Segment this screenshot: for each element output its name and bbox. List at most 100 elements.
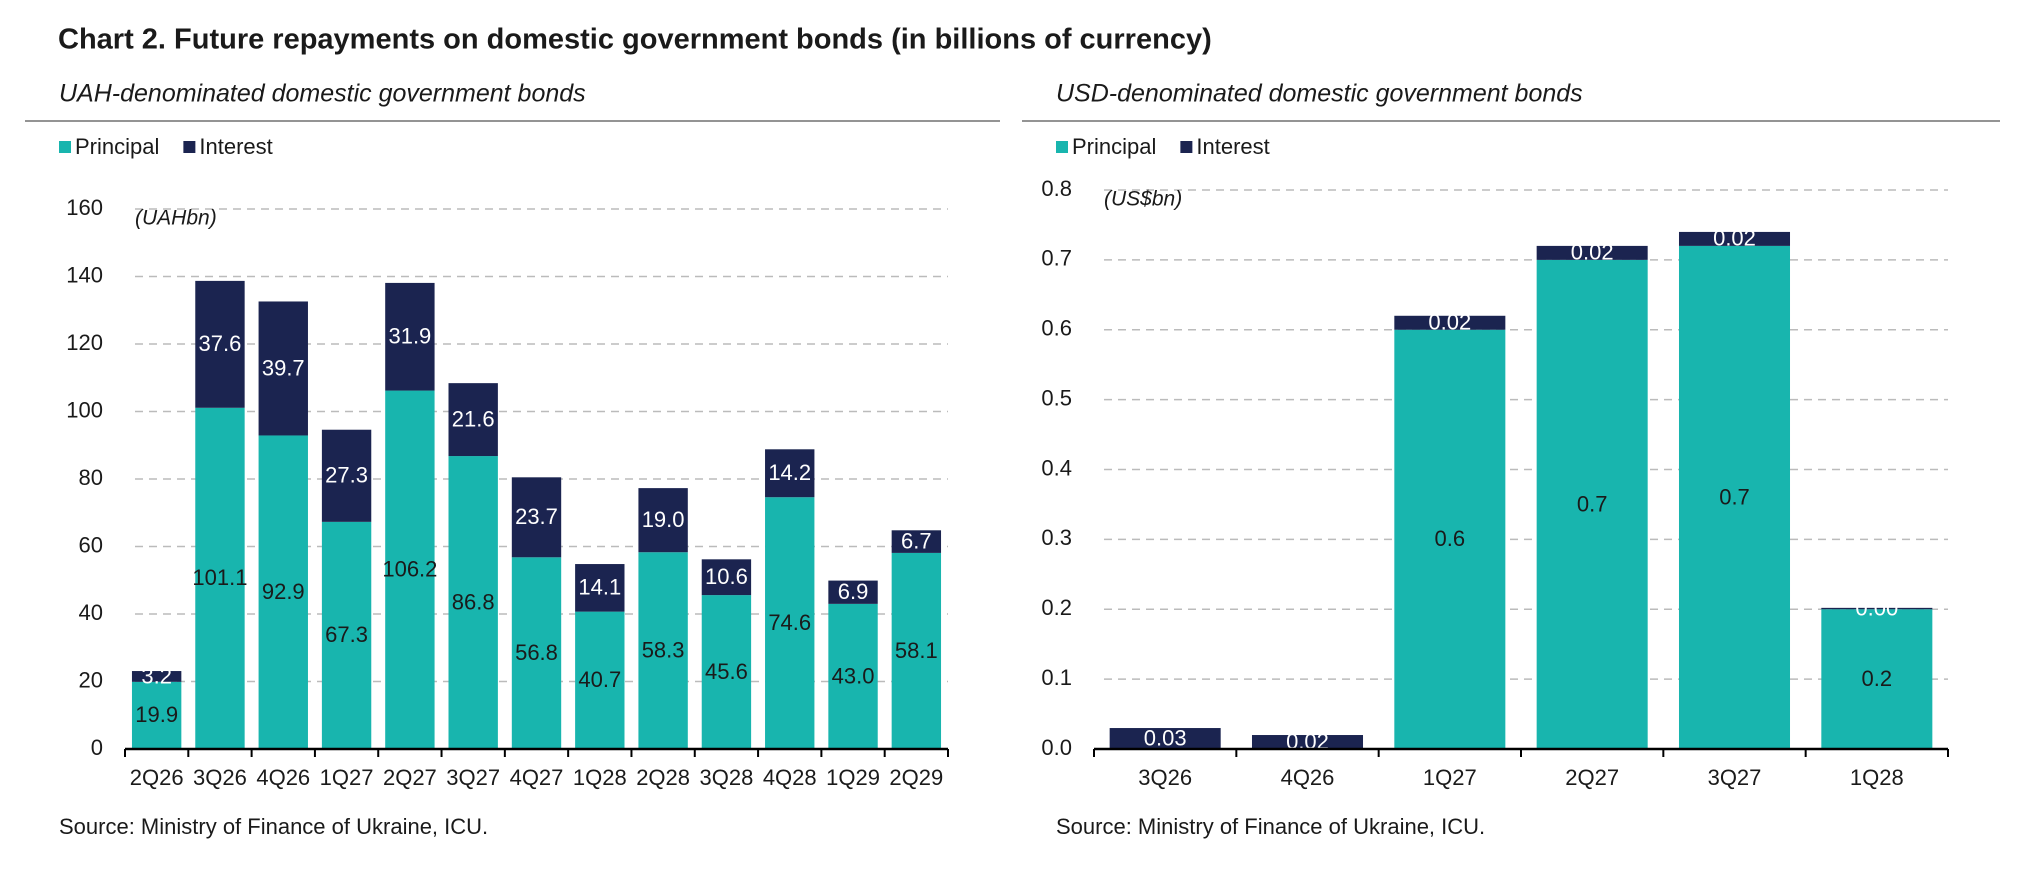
data-label: 0.02 xyxy=(1571,240,1614,265)
bar-segment xyxy=(638,488,688,553)
bar-segment xyxy=(195,407,245,749)
x-tick-label: 1Q27 xyxy=(320,765,374,790)
x-tick-label: 2Q26 xyxy=(130,765,184,790)
data-label: 31.9 xyxy=(388,324,431,349)
data-label: 37.6 xyxy=(199,331,242,356)
legend-swatch xyxy=(59,141,71,153)
bar-segment xyxy=(575,564,625,612)
bar-segment xyxy=(448,383,498,457)
bar-segment xyxy=(1109,728,1221,749)
legend-swatch xyxy=(183,141,196,153)
x-tick-label: 4Q28 xyxy=(763,765,817,790)
bar-segment xyxy=(1394,329,1506,749)
bar-segment xyxy=(258,435,308,749)
y-tick-label: 0.1 xyxy=(1041,665,1072,690)
data-label: 6.7 xyxy=(901,528,932,553)
data-label: 67.3 xyxy=(325,622,368,647)
data-label: 19.0 xyxy=(642,507,685,532)
bar-segment xyxy=(828,580,878,604)
legend-swatch xyxy=(1180,141,1193,153)
y-tick-label: 0.3 xyxy=(1041,525,1072,550)
bar-segment xyxy=(891,530,942,553)
data-label: 39.7 xyxy=(262,355,305,380)
source-note: Source: Ministry of Finance of Ukraine, … xyxy=(1056,814,1485,839)
data-label: 0.6 xyxy=(1435,526,1466,551)
bar-segment xyxy=(1536,245,1648,260)
data-label: 23.7 xyxy=(515,504,558,529)
data-label: 0.7 xyxy=(1577,491,1608,516)
unit-annotation: (US$bn) xyxy=(1104,188,1182,211)
data-label: 27.3 xyxy=(325,463,368,488)
bar-segment xyxy=(701,595,752,749)
data-label: 19.9 xyxy=(135,702,178,727)
bar-segment xyxy=(765,497,815,749)
x-tick-label: 4Q27 xyxy=(510,765,564,790)
x-tick-label: 1Q27 xyxy=(1423,765,1477,790)
data-label: 0.02 xyxy=(1428,310,1471,335)
y-tick-label: 140 xyxy=(66,262,103,287)
bar-segment xyxy=(385,282,435,391)
bar-segment xyxy=(891,552,942,749)
data-label: 0.00 xyxy=(1855,595,1898,620)
data-label: 3.2 xyxy=(141,663,172,688)
bar-segment xyxy=(575,611,625,749)
y-tick-label: 0.6 xyxy=(1041,316,1072,341)
x-tick-label: 3Q27 xyxy=(446,765,500,790)
legend-label: Principal xyxy=(1072,134,1156,159)
bar-segment xyxy=(638,552,688,749)
unit-annotation: (UAHbn) xyxy=(135,207,217,230)
x-tick-label: 2Q29 xyxy=(889,765,943,790)
x-tick-label: 3Q28 xyxy=(700,765,754,790)
y-tick-label: 160 xyxy=(66,195,103,220)
x-tick-label: 1Q28 xyxy=(1850,765,1904,790)
legend-swatch xyxy=(1056,141,1068,153)
data-label: 45.6 xyxy=(705,659,748,684)
chart-subtitle: UAH-denominated domestic government bond… xyxy=(59,80,586,108)
bar-segment xyxy=(765,449,815,498)
x-tick-label: 2Q28 xyxy=(636,765,690,790)
y-tick-label: 0.7 xyxy=(1041,246,1072,271)
data-label: 43.0 xyxy=(832,663,875,688)
chart-subtitle: USD-denominated domestic government bond… xyxy=(1056,80,1583,108)
bar-segment xyxy=(1821,607,1933,610)
y-tick-label: 0.4 xyxy=(1041,455,1072,480)
data-label: 40.7 xyxy=(578,667,621,692)
x-tick-label: 1Q29 xyxy=(826,765,880,790)
bar-segment xyxy=(828,603,878,749)
y-tick-label: 60 xyxy=(79,532,103,557)
y-tick-label: 0.8 xyxy=(1041,176,1072,201)
data-label: 92.9 xyxy=(262,579,305,604)
x-tick-label: 3Q26 xyxy=(1138,765,1192,790)
bar-segment xyxy=(321,429,372,522)
data-label: 14.2 xyxy=(768,460,811,485)
bar-segment xyxy=(1251,735,1364,749)
bar-segment xyxy=(1536,259,1648,749)
bar-segment xyxy=(131,671,182,682)
bar-segment xyxy=(321,521,372,749)
data-label: 106.2 xyxy=(382,557,437,582)
y-tick-label: 20 xyxy=(79,667,103,692)
bar-segment xyxy=(448,456,498,749)
x-tick-label: 2Q27 xyxy=(383,765,437,790)
y-tick-label: 0.0 xyxy=(1041,735,1072,760)
bar-segment xyxy=(511,477,562,558)
y-tick-label: 40 xyxy=(79,600,103,625)
x-tick-label: 4Q26 xyxy=(256,765,310,790)
bar-segment xyxy=(258,301,308,436)
bar-segment xyxy=(1821,609,1933,749)
page-title: Chart 2. Future repayments on domestic g… xyxy=(58,24,1212,56)
bar-segment xyxy=(385,390,435,749)
bar-segment xyxy=(195,280,245,408)
bar-segment xyxy=(701,559,752,596)
data-label: 0.2 xyxy=(1862,666,1893,691)
legend-label: Interest xyxy=(199,134,272,159)
y-tick-label: 80 xyxy=(79,465,103,490)
bar-segment xyxy=(1678,245,1791,749)
data-label: 21.6 xyxy=(452,406,495,431)
x-tick-label: 3Q26 xyxy=(193,765,247,790)
x-tick-label: 4Q26 xyxy=(1281,765,1335,790)
data-label: 58.3 xyxy=(642,637,685,662)
y-tick-label: 0 xyxy=(91,735,103,760)
data-label: 0.02 xyxy=(1713,226,1756,251)
